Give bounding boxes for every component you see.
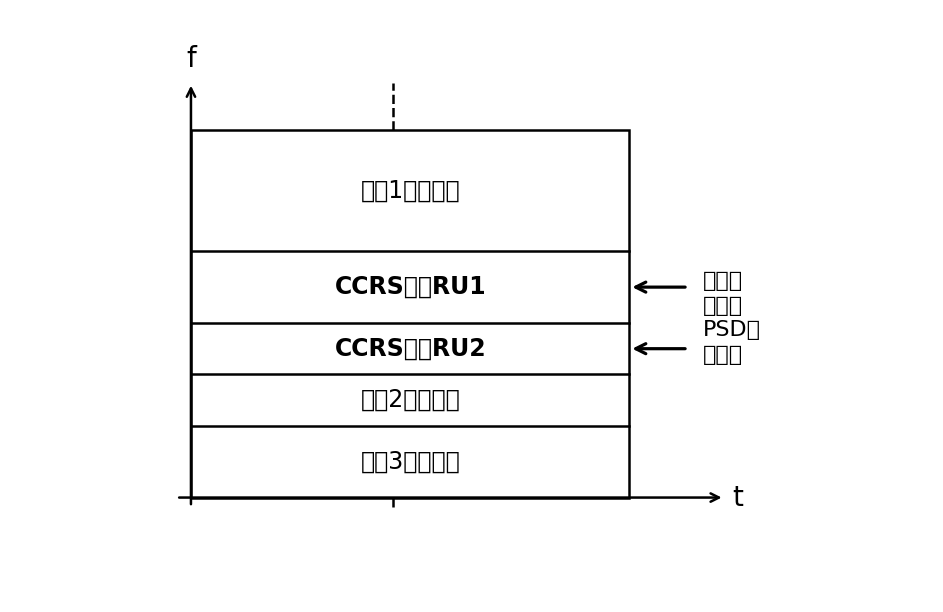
Text: CCRS所在RU2: CCRS所在RU2 — [335, 337, 486, 360]
Text: 用户1时频资源: 用户1时频资源 — [360, 179, 460, 203]
FancyBboxPatch shape — [191, 130, 630, 498]
Text: 用户3时频资源: 用户3时频资源 — [360, 450, 460, 474]
Text: CCRS所在RU1: CCRS所在RU1 — [335, 275, 486, 299]
Text: t: t — [732, 483, 743, 512]
Text: 用户2时频资源: 用户2时频资源 — [360, 388, 460, 412]
Text: f: f — [186, 45, 196, 73]
Text: 窄带宽
波束高
PSD发
射频段: 窄带宽 波束高 PSD发 射频段 — [703, 271, 761, 365]
